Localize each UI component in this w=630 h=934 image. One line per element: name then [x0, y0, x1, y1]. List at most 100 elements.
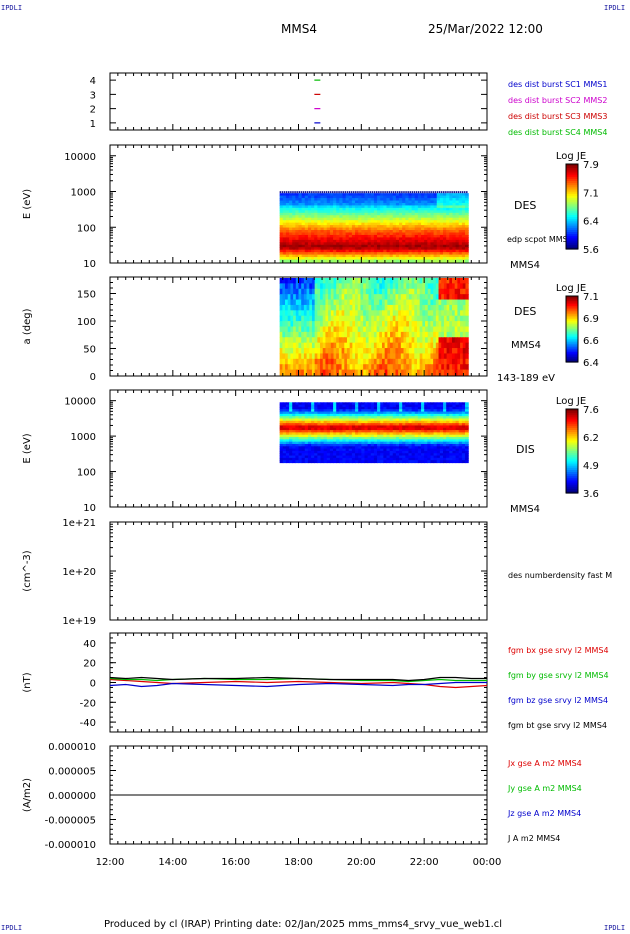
colorbar-tick-label: 6.4 [583, 217, 599, 228]
colorbar-segment [566, 309, 578, 312]
colorbar-title: Log JE [556, 283, 586, 294]
y-tick-label: 40 [83, 639, 96, 650]
colorbar-segment [566, 486, 578, 490]
footer-credits: Produced by cl (IRAP) Printing date: 02/… [104, 919, 503, 930]
colorbar-segment [566, 357, 578, 360]
y-tick-label: -0.000005 [45, 816, 96, 827]
colorbar-segment [566, 324, 578, 327]
des-energy-spectrogram [279, 191, 469, 263]
colorbar-segment [566, 425, 578, 429]
colorbar-segment [566, 299, 578, 302]
colorbar-frame [565, 295, 579, 363]
colorbar-segment [566, 305, 578, 309]
colorbar-segment [566, 181, 578, 184]
y-axis-label: (A/m2) [22, 778, 33, 812]
y-tick-label: 100 [77, 468, 96, 479]
y-tick-label: 10 [83, 503, 96, 514]
colorbar-segment [566, 297, 578, 300]
colorbar-tick-label: 4.9 [583, 461, 599, 472]
colorbar-tick-label: 6.2 [583, 433, 599, 444]
colorbar-segment [566, 227, 578, 231]
y-tick-label: -20 [80, 698, 96, 709]
colorbar-segment [566, 198, 578, 201]
colorbar-segment [566, 178, 578, 182]
colorbar-segment [566, 217, 578, 220]
y-tick-label: 4 [90, 76, 96, 87]
colorbar-segment [566, 461, 578, 465]
panel-label: DES [514, 199, 536, 212]
y-tick-label: 0.000000 [48, 791, 96, 802]
y-tick-label: 0 [90, 679, 96, 690]
colorbar-tick-label: 6.4 [583, 358, 599, 369]
y-tick-label: 100 [77, 223, 96, 234]
colorbar-segment [566, 455, 578, 458]
colorbar-segment [566, 315, 578, 319]
legend-entry: fgm bz gse srvy l2 MMS4 [508, 696, 608, 705]
colorbar-segment [566, 348, 578, 352]
panel-label: DIS [516, 443, 535, 456]
colorbar-segment [566, 467, 578, 471]
colorbar-segment [566, 312, 578, 315]
legend-entry: fgm bt gse srvy l2 MMS4 [508, 721, 607, 730]
panel-sublabel: MMS4 [511, 340, 541, 351]
series-line [109, 678, 488, 689]
colorbar-segment [566, 238, 578, 242]
corner-tag-bottom-left: IPDLI [1, 924, 23, 932]
colorbar-tick-label: 7.9 [583, 160, 599, 171]
colorbar-segment [566, 430, 578, 433]
legend-entry: des dist burst SC1 MMS1 [508, 80, 607, 89]
colorbar-segment [566, 472, 578, 475]
colorbar-segment [566, 358, 578, 361]
panel-sublabel: edp scpot MMS4 [507, 235, 573, 244]
colorbar-segment [566, 451, 578, 454]
legend-entry: fgm bx gse srvy l2 MMS4 [508, 646, 609, 655]
colorbar-segment [566, 170, 578, 174]
colorbar-segment [566, 246, 578, 250]
legend-entry: Jx gse A m2 MMS4 [507, 759, 582, 768]
colorbar-segment [566, 168, 578, 171]
colorbar-segment [566, 244, 578, 248]
colorbar-segment [566, 200, 578, 203]
colorbar-segment [566, 210, 578, 214]
colorbar-segment [566, 438, 578, 442]
colorbar-segment [566, 482, 578, 486]
colorbar-segment [566, 488, 578, 492]
colorbar-segment [566, 327, 578, 330]
y-tick-label: 10000 [64, 152, 96, 163]
colorbar-segment [566, 423, 578, 427]
legend-entry: des dist burst SC2 MMS2 [508, 96, 607, 105]
colorbar-segment [566, 409, 578, 412]
colorbar-segment [566, 345, 578, 348]
y-tick-label: 150 [77, 290, 96, 301]
y-tick-label: 0 [90, 372, 96, 383]
y-tick-label: 20 [83, 659, 96, 670]
colorbar-segment [566, 338, 578, 342]
colorbar-segment [566, 335, 578, 338]
legend-entry: fgm by gse srvy l2 MMS4 [508, 671, 609, 680]
y-axis-label: E (eV) [22, 433, 33, 463]
colorbar-segment [566, 484, 578, 488]
colorbar-segment [566, 421, 578, 425]
colorbar-segment [566, 166, 578, 169]
colorbar-segment [566, 347, 578, 350]
colorbar-segment [566, 457, 578, 460]
colorbar-segment [566, 187, 578, 191]
colorbar-segment [566, 342, 578, 345]
magnetic-field-frame [109, 632, 488, 733]
colorbar-segment [566, 204, 578, 208]
legend-entry: des dist burst SC3 MMS3 [508, 112, 607, 121]
colorbar-segment [566, 183, 578, 186]
x-tick-label: 18:00 [284, 857, 313, 868]
colorbar-segment [566, 329, 578, 332]
colorbar-segment [566, 442, 578, 446]
colorbar-segment [566, 353, 578, 356]
colorbar-segment [566, 319, 578, 322]
colorbar-segment [566, 330, 578, 333]
dis-energy-spectrogram [279, 402, 469, 464]
colorbar-segment [566, 236, 578, 239]
series-line [109, 681, 487, 688]
colorbar-segment [566, 440, 578, 444]
x-tick-label: 20:00 [347, 857, 376, 868]
panel-sublabel: 143-189 eV [497, 373, 555, 384]
